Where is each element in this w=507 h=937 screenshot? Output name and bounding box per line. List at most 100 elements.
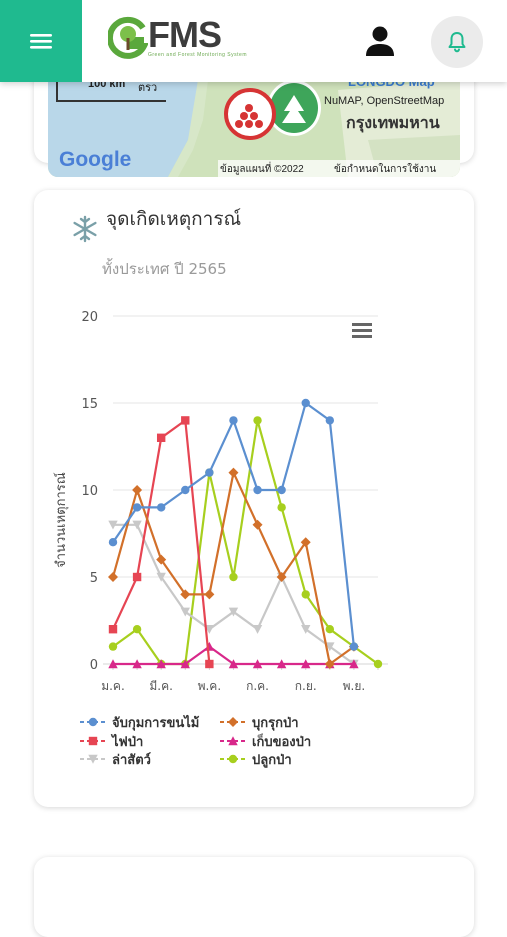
app-logo[interactable]: FMS Green and Forest Monitoring System	[108, 16, 247, 60]
data-point-3[interactable]	[349, 659, 359, 669]
series-line-2[interactable]	[112, 419, 211, 665]
legend-label[interactable]: เก็บของป่า	[252, 732, 311, 750]
data-point-4[interactable]	[301, 625, 311, 634]
data-point-5[interactable]	[253, 416, 262, 425]
incident-line-chart: 0 5 10 15 20 ม.ค. มี.ค. พ.ค. ก.ค. ก.ย. พ.ย. จำนวนเห…	[53, 310, 388, 768]
legend-label[interactable]: จับกุมการขนไม้	[112, 714, 199, 731]
legend-label[interactable]: บุกรุกป่า	[252, 716, 299, 731]
legend-marker[interactable]	[228, 717, 238, 727]
data-point-1[interactable]	[132, 485, 143, 495]
data-point-2[interactable]	[132, 572, 142, 582]
y-tick-label: 10	[81, 484, 98, 499]
y-tick-label: 20	[81, 310, 98, 325]
data-point-0[interactable]	[277, 485, 286, 495]
x-tick-label: พ.ค.	[198, 679, 222, 693]
y-tick-label: 5	[90, 571, 98, 586]
data-point-4[interactable]	[180, 607, 190, 617]
data-point-1[interactable]	[324, 659, 335, 669]
bell-icon	[448, 32, 466, 53]
series-line-4[interactable]	[113, 523, 355, 665]
data-point-2[interactable]	[108, 625, 118, 634]
data-point-5[interactable]	[108, 642, 118, 651]
data-point-4[interactable]	[132, 520, 142, 530]
data-point-2[interactable]	[156, 433, 166, 442]
menu-button[interactable]	[0, 0, 82, 82]
data-point-5[interactable]	[301, 590, 310, 599]
x-tick-label: ม.ค.	[101, 679, 125, 693]
legend-marker[interactable]	[228, 754, 238, 764]
map-city-label: กรุงเทพมหาน	[346, 115, 440, 132]
map-scale	[56, 80, 166, 102]
map-terms-link[interactable]: ข้อกำหนดในการใช้งาน	[334, 164, 437, 175]
legend-label[interactable]: ล่าสัตว์	[112, 752, 151, 768]
x-tick-label: มี.ค.	[149, 679, 173, 693]
legend-marker[interactable]	[228, 736, 238, 746]
data-point-4[interactable]	[204, 625, 215, 634]
data-point-1[interactable]	[252, 519, 263, 530]
data-point-3[interactable]	[228, 659, 239, 669]
logo-text: FMS	[148, 14, 222, 55]
data-point-4[interactable]	[228, 607, 239, 617]
x-tick-label: ก.ค.	[246, 679, 269, 693]
data-point-3[interactable]	[252, 659, 263, 669]
legend-label[interactable]: ไฟป่า	[110, 733, 143, 750]
data-point-0[interactable]	[205, 468, 214, 477]
legend-marker[interactable]	[88, 717, 98, 727]
incident-chart-card: จุดเกิดเหตุการณ์ ทั้งประเทศ ปี 2565 0 5 10…	[34, 190, 474, 807]
map-card: 100 km ตรว Google LONGDO Map NuMAP, Open…	[34, 40, 474, 177]
tree-logo-icon	[108, 16, 148, 59]
y-axis-title: จำนวนเหตุการณ์	[53, 472, 69, 568]
data-point-0[interactable]	[349, 642, 359, 651]
data-point-1[interactable]	[300, 537, 311, 548]
user-icon	[366, 26, 394, 56]
data-point-3[interactable]	[301, 659, 311, 669]
data-point-2[interactable]	[181, 416, 190, 425]
notification-button[interactable]	[431, 16, 483, 68]
data-point-3[interactable]	[204, 641, 215, 651]
hamburger-menu-icon	[352, 323, 372, 338]
data-point-1[interactable]	[276, 572, 287, 582]
data-point-3[interactable]	[180, 659, 190, 669]
data-point-0[interactable]	[108, 538, 118, 547]
legend-marker[interactable]	[88, 754, 98, 764]
y-tick-label: 15	[81, 397, 98, 412]
data-point-0[interactable]	[181, 485, 190, 495]
map-footer-bar	[218, 160, 460, 177]
data-point-4[interactable]	[252, 625, 263, 634]
data-point-1[interactable]	[180, 589, 191, 600]
data-point-5[interactable]	[373, 659, 383, 669]
data-point-4[interactable]	[325, 642, 335, 652]
data-point-5[interactable]	[132, 625, 142, 634]
data-point-1[interactable]	[204, 589, 215, 600]
app-header: FMS Green and Forest Monitoring System	[0, 0, 507, 82]
data-point-1[interactable]	[228, 467, 239, 478]
data-point-0[interactable]	[132, 503, 142, 512]
data-point-0[interactable]	[301, 398, 310, 408]
data-point-0[interactable]	[253, 485, 262, 495]
data-point-5[interactable]	[325, 625, 335, 634]
tree-icon	[282, 95, 306, 123]
snowflake-icon	[73, 215, 97, 243]
data-point-1[interactable]	[156, 554, 167, 565]
legend-label[interactable]: ปลูกป่า	[252, 753, 292, 768]
data-point-3[interactable]	[156, 659, 166, 669]
data-point-5[interactable]	[229, 572, 238, 582]
data-point-4[interactable]	[156, 572, 166, 582]
chart-subtitle: ทั้งประเทศ ปี 2565	[102, 260, 227, 278]
data-point-3[interactable]	[132, 659, 142, 669]
data-point-0[interactable]	[229, 416, 238, 425]
chart-menu-button[interactable]	[350, 319, 376, 343]
log-pile-icon	[235, 104, 263, 128]
data-point-1[interactable]	[108, 572, 118, 582]
legend-marker[interactable]	[88, 736, 98, 746]
profile-button[interactable]	[360, 22, 400, 62]
data-point-2[interactable]	[205, 659, 214, 669]
data-point-3[interactable]	[108, 659, 118, 669]
data-point-4[interactable]	[108, 520, 118, 530]
map-view[interactable]: 100 km ตรว Google LONGDO Map NuMAP, Open…	[48, 80, 460, 177]
logging-marker[interactable]	[224, 88, 276, 140]
data-point-5[interactable]	[277, 503, 286, 512]
data-point-0[interactable]	[325, 416, 335, 425]
data-point-3[interactable]	[276, 659, 287, 669]
data-point-0[interactable]	[156, 503, 166, 512]
